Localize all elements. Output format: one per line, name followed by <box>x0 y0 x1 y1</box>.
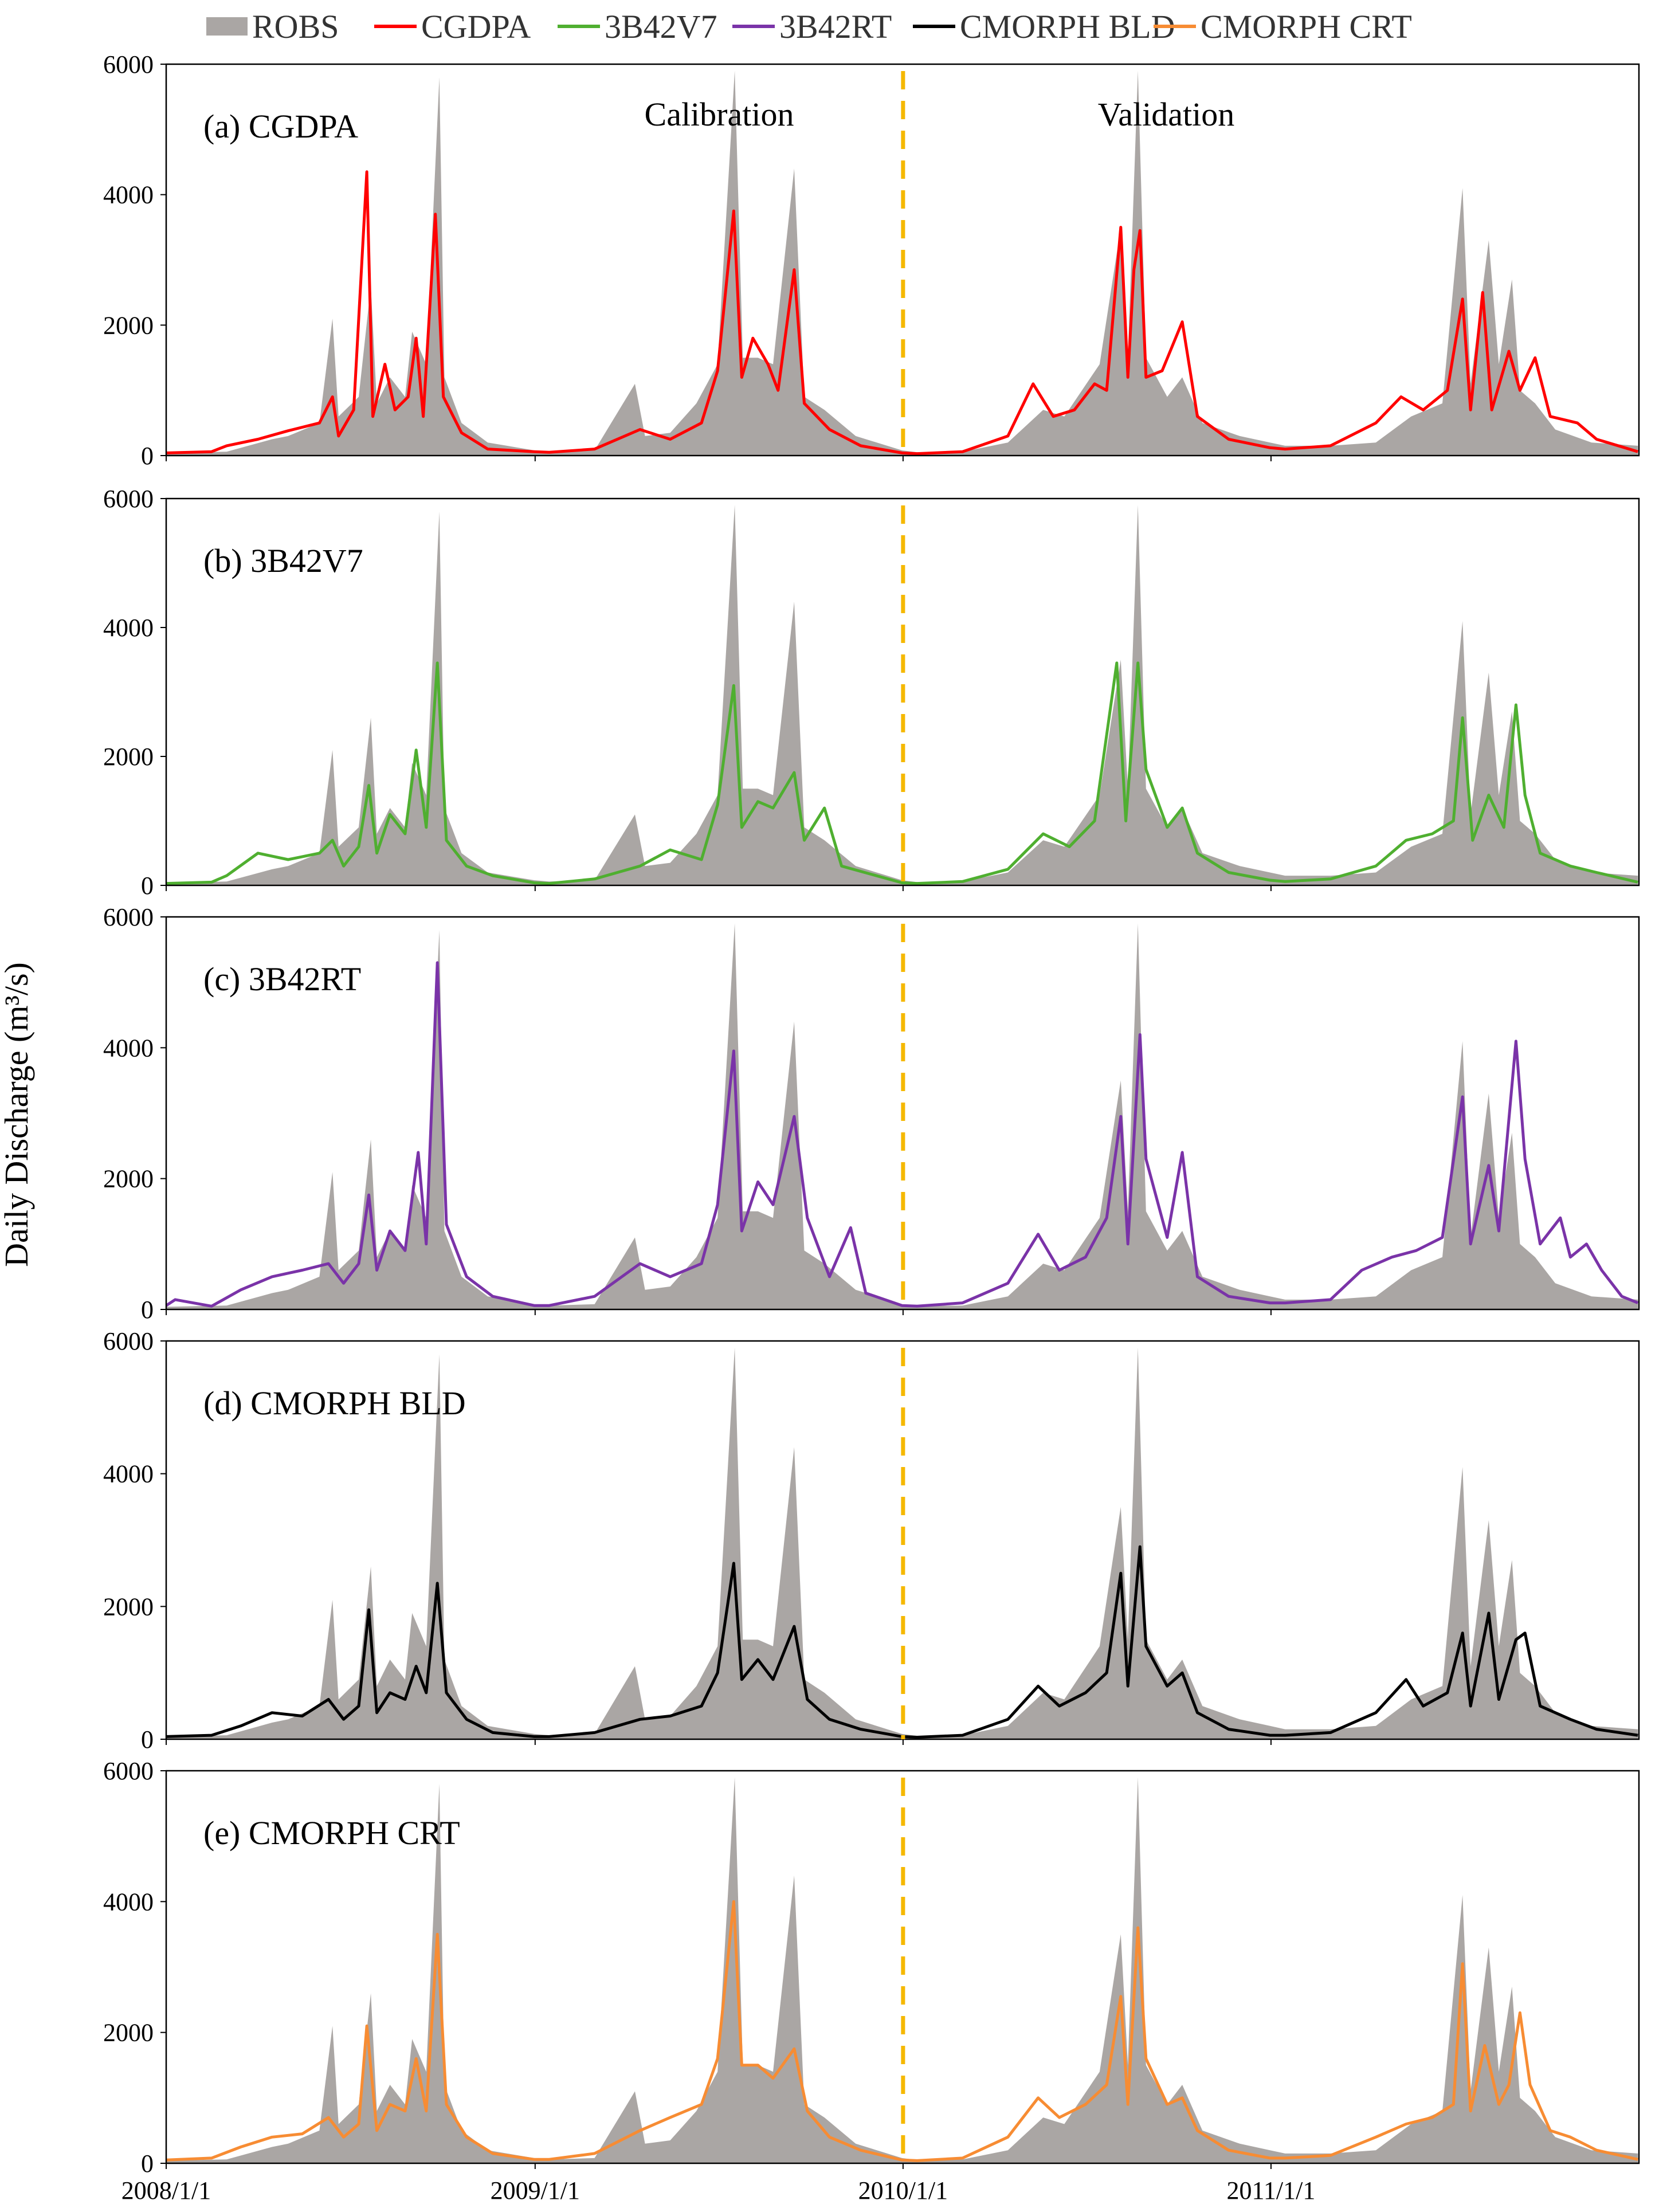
x-tick-label: 2010/1/1 <box>858 2176 948 2205</box>
y-tick-label: 6000 <box>103 903 154 931</box>
y-tick-label: 6000 <box>103 1757 154 1785</box>
y-tick-label: 2000 <box>103 311 154 339</box>
robs-area <box>166 70 1638 456</box>
panel-title: (a) CGDPA <box>203 108 358 145</box>
y-tick-label: 0 <box>141 1725 154 1754</box>
y-tick-label: 2000 <box>103 1593 154 1621</box>
y-tick-label: 4000 <box>103 1888 154 1916</box>
panel-title: (b) 3B42V7 <box>203 542 363 579</box>
y-tick-label: 0 <box>141 872 154 900</box>
legend-label-cmorph-crt: CMORPH CRT <box>1201 8 1412 45</box>
series-line-cmorph-crt <box>166 1900 1638 2162</box>
y-tick-label: 6000 <box>103 1327 154 1355</box>
y-tick-label: 0 <box>141 442 154 470</box>
panel-1: 0 2000 4000 6000 (a) CGDPA Calibration Validat… <box>103 50 1640 470</box>
x-axis: 2008/1/1 2009/1/1 2010/1/1 2011/1/1 <box>121 2176 1316 2205</box>
y-tick-label: 4000 <box>103 1034 154 1062</box>
validation-label: Validation <box>1098 96 1234 133</box>
legend-label-3b42rt: 3B42RT <box>779 8 892 45</box>
series-line-cmorph-bld <box>166 1545 1638 1739</box>
y-tick-label: 6000 <box>103 50 154 79</box>
x-tick-label: 2011/1/1 <box>1227 2176 1316 2205</box>
series-line-3b42rt <box>165 961 1639 1308</box>
panel-3: 0 2000 4000 6000 (c) 3B42RT <box>103 903 1640 1324</box>
legend-label-robs: ROBS <box>252 8 339 45</box>
robs-area <box>166 1777 1638 2163</box>
y-tick-label: 2000 <box>103 743 154 771</box>
robs-area <box>166 923 1638 1309</box>
calibration-label: Calibration <box>645 96 794 133</box>
y-tick-label: 2000 <box>103 2019 154 2047</box>
x-tick-label: 2009/1/1 <box>491 2176 580 2205</box>
panel-4: 0 2000 4000 6000 (d) CMORPH BLD <box>103 1327 1640 1754</box>
y-axis-label: Daily Discharge (m³/s) <box>0 962 35 1267</box>
y-tick-label: 0 <box>141 2150 154 2178</box>
y-tick-label: 4000 <box>103 1460 154 1488</box>
y-tick-label: 4000 <box>103 181 154 209</box>
panel-5: 0 2000 4000 6000 (e) CMORPH CRT <box>103 1757 1640 2178</box>
legend-label-cmorph-bld: CMORPH BLD <box>960 8 1175 45</box>
legend-label-cgdpa: CGDPA <box>421 8 531 45</box>
panels: 0 2000 4000 6000 (a) CGDPA Calibration Validat… <box>103 50 1640 2178</box>
y-tick-label: 2000 <box>103 1165 154 1193</box>
legend: ROBS CGDPA 3B42V7 3B42RT CMORPH BLD CMORPH CR… <box>206 8 1412 45</box>
legend-swatch-robs <box>206 17 248 36</box>
y-tick-label: 4000 <box>103 614 154 642</box>
x-tick-label: 2008/1/1 <box>121 2176 211 2205</box>
panel-title: (c) 3B42RT <box>203 960 361 998</box>
y-tick-label: 0 <box>141 1296 154 1324</box>
panel-title: (d) CMORPH BLD <box>203 1385 466 1422</box>
y-tick-label: 6000 <box>103 485 154 513</box>
robs-area <box>166 1347 1638 1739</box>
legend-label-3b42v7: 3B42V7 <box>605 8 717 45</box>
panel-title: (e) CMORPH CRT <box>203 1814 460 1852</box>
panel-2: 0 2000 4000 6000 (b) 3B42V7 <box>103 485 1640 900</box>
series-line-3b42v7 <box>166 661 1638 885</box>
robs-area <box>166 505 1638 885</box>
series-line-cgdpa <box>166 170 1638 456</box>
